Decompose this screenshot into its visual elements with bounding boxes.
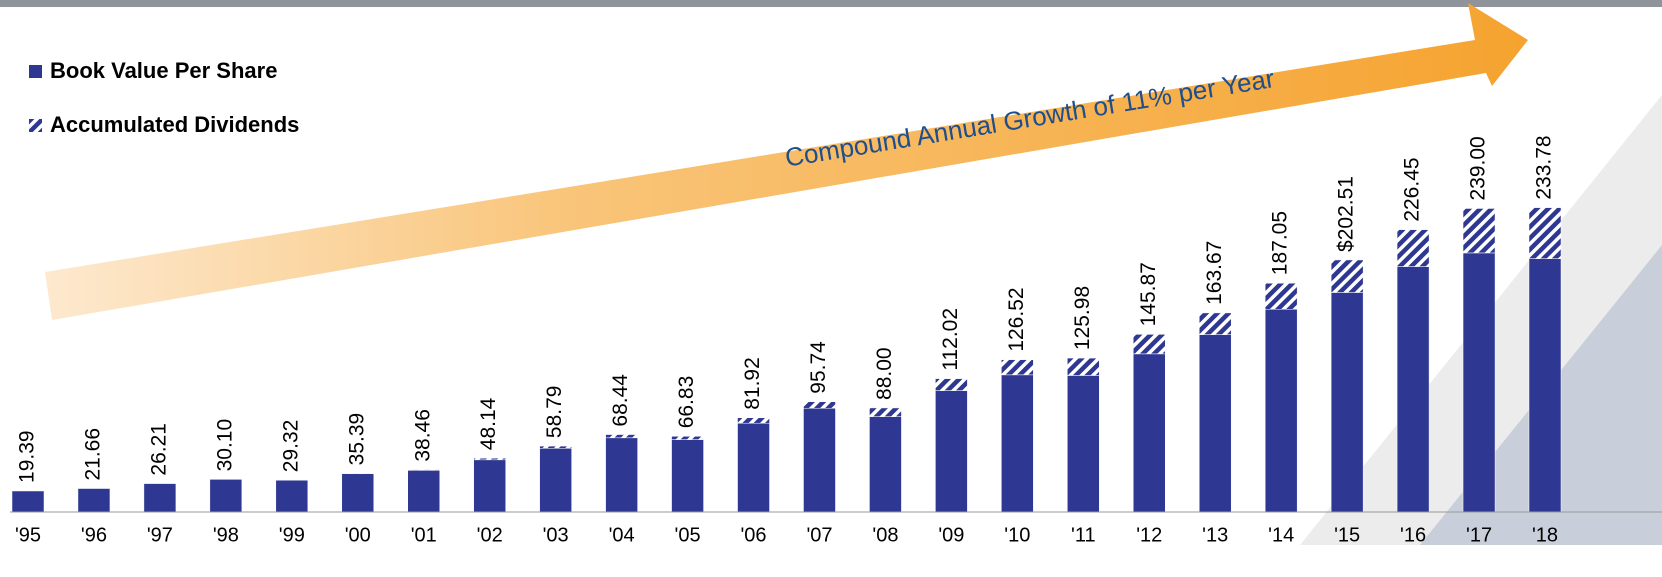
- bar-segment: [737, 422, 770, 513]
- bar-segment: [1264, 308, 1298, 513]
- bar-segment: [1133, 334, 1166, 355]
- bar-segment: [1067, 375, 1100, 513]
- bar-segment: [671, 436, 704, 440]
- bar-segment: [1198, 334, 1232, 513]
- bar-segment: [1198, 312, 1232, 335]
- value-label: 125.98: [1071, 286, 1094, 350]
- x-tick-label: '97: [147, 524, 173, 546]
- value-label: 48.14: [477, 397, 500, 450]
- bar-segment: [737, 417, 770, 424]
- x-tick-label: '07: [806, 524, 832, 546]
- bar-segment: [275, 479, 309, 513]
- x-tick-label: '02: [477, 524, 503, 546]
- x-tick-label: '15: [1334, 524, 1360, 546]
- legend-label: Book Value Per Share: [50, 58, 277, 83]
- value-label: 233.78: [1533, 135, 1556, 199]
- bar-segment: [473, 457, 506, 461]
- bar-segment: [605, 434, 638, 439]
- value-label: 35.39: [345, 413, 368, 466]
- x-tick-label: '10: [1004, 524, 1030, 546]
- bar-segment: [1330, 259, 1364, 293]
- bar-segment: [1264, 282, 1298, 310]
- growth-arrow: [45, 3, 1528, 320]
- value-label: 163.67: [1203, 241, 1226, 305]
- bar-segment: [803, 407, 836, 513]
- bar-segment: [935, 378, 968, 391]
- top-band: [0, 0, 1662, 7]
- legend-swatch: [29, 65, 42, 78]
- bar-segment: [935, 390, 968, 513]
- value-label: 239.00: [1467, 136, 1490, 200]
- bar-segment: [1462, 252, 1496, 513]
- bar-segment: [539, 448, 572, 513]
- value-label: 30.10: [213, 419, 236, 472]
- value-label: 187.05: [1269, 211, 1292, 275]
- bar-segment: [1528, 258, 1562, 513]
- bar-segment: [1396, 266, 1430, 513]
- x-tick-label: '11: [1071, 524, 1096, 546]
- x-tick-label: '95: [15, 524, 41, 546]
- value-label: 66.83: [675, 376, 698, 429]
- bar-segment: [407, 469, 440, 471]
- x-tick-label: '04: [609, 524, 635, 546]
- bar-segment: [1528, 207, 1562, 259]
- bar-segment: [143, 483, 177, 513]
- value-label: 95.74: [807, 341, 830, 394]
- bar-segment: [605, 437, 638, 513]
- x-tick-label: '09: [938, 524, 964, 546]
- x-tick-label: '06: [740, 524, 766, 546]
- x-tick-label: '08: [872, 524, 898, 546]
- value-label: 226.45: [1401, 157, 1424, 221]
- bar-segment: [1330, 292, 1364, 513]
- bar-segment: [671, 439, 704, 513]
- x-tick-label: '18: [1532, 524, 1558, 546]
- bar-segment: [1133, 353, 1166, 513]
- bar-segment: [407, 470, 440, 513]
- value-label: 126.52: [1005, 287, 1028, 351]
- legend-label: Accumulated Dividends: [50, 112, 299, 137]
- x-tick-label: '96: [81, 524, 107, 546]
- bar-segment: [1001, 374, 1034, 513]
- x-tick-label: '17: [1466, 524, 1492, 546]
- x-tick-label: '05: [675, 524, 701, 546]
- value-label: 58.79: [543, 386, 566, 439]
- bar-segment: [539, 445, 572, 449]
- value-label: 26.21: [147, 423, 170, 476]
- value-label: 88.00: [873, 347, 896, 400]
- x-tick-label: '16: [1400, 524, 1426, 546]
- value-label: $202.51: [1335, 176, 1358, 252]
- value-label: 19.39: [16, 430, 39, 483]
- bar-segment: [869, 407, 902, 417]
- legend-swatch: [29, 119, 42, 132]
- value-label: 29.32: [279, 420, 302, 473]
- bar-segment: [209, 479, 243, 513]
- bar-segment: [1067, 357, 1100, 376]
- bar-segment: [1396, 229, 1430, 267]
- value-label: 68.44: [609, 374, 632, 427]
- value-label: 112.02: [939, 308, 962, 371]
- bar-segment: [341, 473, 375, 513]
- bar-segment: [803, 401, 836, 409]
- bar-segment: [473, 459, 506, 513]
- x-tick-label: '98: [213, 524, 239, 546]
- x-tick-label: '12: [1136, 524, 1162, 546]
- x-tick-label: '00: [345, 524, 371, 546]
- x-tick-label: '99: [279, 524, 305, 546]
- value-label: 81.92: [741, 357, 764, 410]
- x-tick-label: '03: [543, 524, 569, 546]
- value-label: 21.66: [82, 428, 105, 481]
- bar-segment: [869, 416, 902, 513]
- x-tick-label: '14: [1268, 524, 1294, 546]
- bar-segment: [1001, 359, 1034, 376]
- bar-segment: [1462, 208, 1496, 254]
- x-tick-label: '13: [1202, 524, 1228, 546]
- x-tick-label: '01: [411, 524, 437, 546]
- value-label: 145.87: [1137, 262, 1160, 326]
- value-label: 38.46: [411, 409, 434, 462]
- bar-segment: [77, 488, 111, 513]
- bar-segment: [11, 490, 45, 513]
